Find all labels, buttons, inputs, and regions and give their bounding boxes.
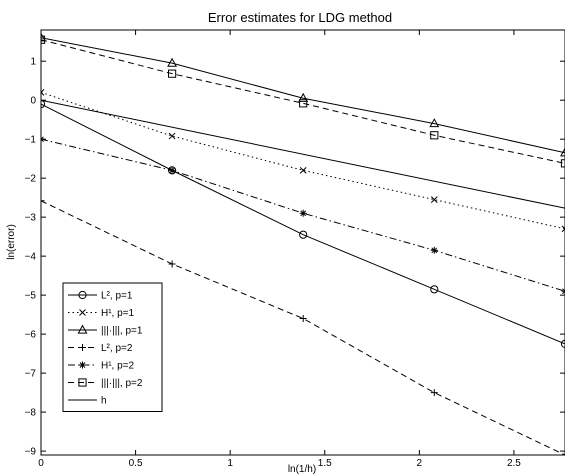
- series-marker: [430, 131, 439, 140]
- legend-label: |||·|||, p=2: [101, 378, 143, 389]
- x-axis-label: ln(1/h): [288, 464, 316, 475]
- series-5: [41, 135, 565, 295]
- series-marker: [560, 339, 565, 348]
- y-tick-label: −6: [25, 330, 37, 341]
- series-marker: [78, 378, 87, 387]
- series-marker: [560, 159, 565, 168]
- series-marker: [430, 389, 438, 397]
- legend-entry: L², p=2: [68, 343, 133, 354]
- series-marker: [41, 135, 45, 143]
- legend-entry: h: [68, 396, 107, 407]
- y-tick-label: −2: [25, 174, 37, 185]
- x-tick-label: 2: [417, 458, 423, 469]
- legend-entry: H¹, p=2: [68, 361, 135, 372]
- y-tick-label: 1: [30, 57, 36, 68]
- series-line: [41, 103, 565, 345]
- series-marker: [560, 147, 565, 157]
- y-tick-label: −5: [25, 291, 37, 302]
- y-tick-label: 0: [30, 96, 36, 107]
- series-line: [41, 138, 565, 292]
- series-group: [41, 32, 565, 455]
- legend-label: |||·|||, p=1: [101, 326, 143, 337]
- y-tick-label: −4: [25, 252, 37, 263]
- series-marker: [430, 246, 438, 254]
- plot-area: [40, 29, 565, 456]
- y-tick-label: −1: [25, 135, 37, 146]
- series-marker: [561, 451, 565, 455]
- legend-label: L², p=2: [101, 343, 133, 354]
- series-marker: [429, 118, 440, 128]
- x-tick-label: 2.5: [507, 458, 521, 469]
- series-marker: [79, 361, 86, 369]
- series-marker: [41, 32, 46, 42]
- series-7: [41, 99, 565, 209]
- legend-entry: |||·|||, p=2: [68, 378, 143, 389]
- series-line: [41, 99, 565, 209]
- series-marker: [41, 197, 45, 205]
- series-marker: [561, 287, 565, 295]
- x-tick-label: 1.5: [318, 458, 332, 469]
- x-tick-label: 1: [227, 458, 233, 469]
- axis-ticks: 0 0.5 1 1.5 2 2.5 1 0 −1 −2 −3 −4 −5 −6 −7 −8 −9: [25, 30, 565, 469]
- series-6: [41, 35, 565, 168]
- y-axis-label: ln(error): [6, 224, 17, 260]
- series-line: [41, 37, 565, 154]
- series-marker: [299, 209, 307, 217]
- series-marker: [168, 260, 176, 268]
- legend: L², p=1 H¹, p=1 |||·|||, p=1 L², p=2 H¹, p=2…: [62, 282, 163, 412]
- legend-label: h: [101, 396, 107, 407]
- series-marker: [168, 132, 176, 140]
- x-tick-label: 0: [38, 458, 44, 469]
- legend-label: H¹, p=2: [101, 361, 135, 372]
- series-line: [41, 39, 565, 164]
- series-2: [41, 89, 565, 233]
- series-marker: [77, 324, 88, 334]
- series-line: [41, 91, 565, 230]
- series-marker: [299, 99, 308, 108]
- series-4: [41, 197, 565, 455]
- legend-label: H¹, p=1: [101, 308, 135, 319]
- series-marker: [299, 230, 308, 239]
- series-marker: [298, 92, 309, 102]
- series-3: [41, 32, 565, 157]
- y-tick-label: −8: [25, 408, 37, 419]
- series-marker: [78, 290, 87, 300]
- series-1: [41, 99, 565, 348]
- series-marker: [299, 167, 307, 174]
- series-marker: [41, 35, 46, 44]
- y-tick-label: −9: [25, 447, 37, 458]
- series-marker: [167, 166, 177, 175]
- series-marker: [167, 57, 178, 67]
- x-tick-label: 0.5: [129, 458, 143, 469]
- legend-entry: H¹, p=1: [68, 308, 135, 319]
- legend-entry: |||·|||, p=1: [68, 324, 143, 337]
- series-marker: [168, 166, 176, 174]
- series-marker: [41, 89, 45, 96]
- legend-label: L², p=1: [101, 291, 133, 302]
- series-marker: [79, 309, 86, 316]
- series-marker: [430, 196, 438, 203]
- y-tick-label: −3: [25, 213, 37, 224]
- series-marker: [561, 225, 565, 233]
- series-marker: [430, 285, 439, 294]
- legend-entry: L², p=1: [68, 291, 133, 302]
- series-marker: [167, 69, 177, 78]
- series-marker: [299, 315, 307, 323]
- series-marker: [79, 344, 86, 351]
- chart-title: Error estimates for LDG method: [208, 10, 392, 25]
- y-tick-label: −7: [25, 369, 37, 380]
